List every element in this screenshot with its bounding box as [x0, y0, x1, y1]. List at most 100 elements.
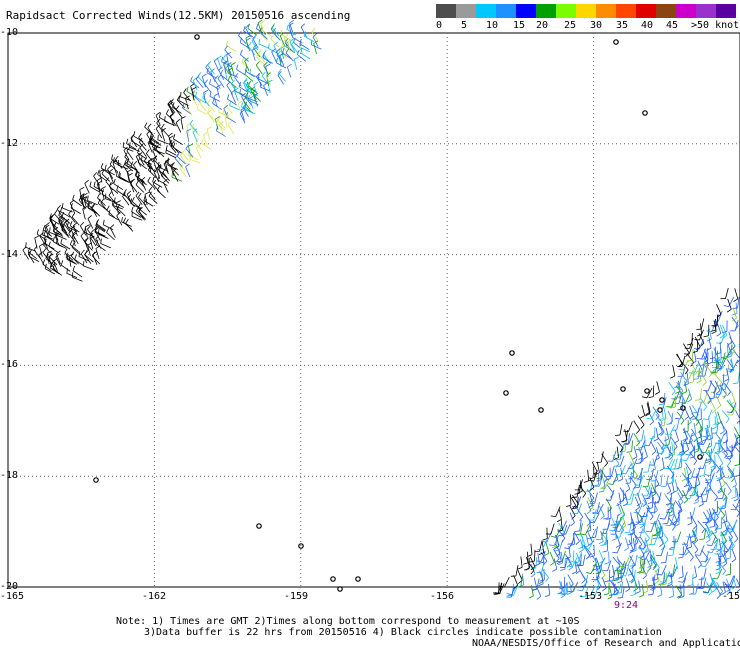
wind-barb [226, 54, 230, 66]
wind-barb-feather [718, 463, 724, 468]
wind-barb [706, 524, 713, 535]
wind-barb [165, 152, 176, 158]
wind-barb [251, 50, 256, 61]
wind-barb-feather [599, 560, 604, 564]
wind-barb [244, 109, 256, 114]
wind-barb-feather [192, 128, 198, 133]
wind-barb [591, 528, 597, 540]
wind-barb [72, 234, 79, 245]
wind-barb [651, 496, 654, 508]
wind-barb [678, 376, 682, 388]
wind-barb-feather [647, 507, 653, 510]
map-title: Rapidsact Corrected Winds(12.5KM) 201505… [6, 9, 351, 22]
wind-barb-feather [666, 508, 672, 511]
wind-barb [685, 478, 692, 489]
wind-barb-feather [231, 62, 236, 66]
wind-barb-feather [697, 430, 703, 433]
wind-barb [682, 428, 689, 439]
wind-barb-feather [538, 583, 544, 587]
wind-barb [557, 529, 566, 539]
wind-barb [555, 527, 562, 538]
wind-barb-feather [647, 567, 652, 572]
wind-barb [645, 539, 649, 551]
wind-barb-feather [171, 172, 173, 178]
wind-barb-feather [722, 570, 726, 576]
wind-barb-feather [525, 567, 530, 571]
wind-barb [168, 103, 176, 113]
wind-barb-feather [707, 438, 713, 441]
wind-barb-feather [281, 39, 286, 44]
wind-barb-feather [126, 146, 131, 152]
wind-barb [638, 580, 641, 592]
wind-barb [101, 173, 111, 182]
wind-barb-feather [603, 517, 609, 520]
wind-barb [668, 434, 672, 446]
wind-barb-feather [636, 478, 642, 481]
wind-barb [541, 561, 545, 573]
wind-barb [117, 164, 129, 170]
wind-barb [617, 517, 622, 528]
wind-barb-feather [627, 573, 633, 576]
wind-swath-southeast [492, 287, 740, 600]
wind-barb [265, 66, 269, 78]
wind-barb-feather [48, 253, 54, 257]
island-outline [659, 397, 665, 403]
wind-barb-feather [708, 591, 713, 596]
wind-barb-feather [678, 450, 684, 454]
wind-barb-feather [703, 335, 709, 338]
wind-barb [643, 446, 648, 457]
wind-barb [541, 539, 547, 551]
wind-barb-feather [642, 572, 648, 574]
wind-barb-feather [716, 527, 722, 530]
wind-barb-feather [221, 56, 224, 62]
wind-barb-feather [126, 158, 130, 164]
wind-barb-feather [714, 452, 720, 455]
wind-barb [647, 475, 651, 487]
wind-barb [732, 307, 737, 319]
wind-barb-feather [733, 298, 739, 302]
wind-barb-feather [93, 181, 96, 187]
wind-barb-feather [683, 499, 688, 504]
wind-barb-feather [207, 99, 211, 104]
wind-barb-feather [296, 49, 300, 55]
wind-barb [280, 34, 291, 41]
wind-barb-feather [123, 217, 127, 223]
wind-barb [638, 476, 642, 488]
wind-barb-feather [680, 453, 685, 457]
wind-barb [530, 543, 533, 555]
wind-barb [596, 502, 600, 513]
wind-barb [703, 568, 707, 580]
wind-barb-feather [61, 222, 65, 228]
wind-barb [725, 510, 728, 522]
wind-barb-feather [704, 558, 709, 563]
wind-barb [92, 254, 98, 265]
wind-barb-feather [721, 483, 726, 488]
wind-barb [675, 353, 683, 364]
wind-barb [540, 551, 546, 562]
wind-barb-feather [557, 562, 563, 566]
wind-barb [649, 556, 657, 567]
wind-barb [567, 574, 574, 585]
wind-barb-feather [714, 553, 720, 555]
wind-barb [133, 135, 144, 142]
wind-barb [641, 430, 645, 441]
wind-barb [177, 162, 186, 172]
wind-barb [96, 244, 106, 251]
wind-barb [222, 113, 233, 121]
wind-barb [691, 507, 696, 519]
wind-barb-feather [691, 433, 697, 437]
wind-barb-feather [130, 161, 134, 167]
wind-barb [536, 578, 540, 590]
wind-barb [156, 168, 161, 179]
wind-barb-feather [152, 179, 157, 185]
wind-barb [126, 150, 134, 161]
wind-barb-feather [58, 210, 61, 216]
wind-barb [147, 180, 156, 190]
wind-barb-feather [708, 373, 713, 378]
wind-barb [84, 226, 88, 238]
wind-barb [644, 550, 651, 561]
wind-barb [156, 122, 164, 133]
wind-barb [601, 467, 604, 479]
wind-barb [560, 519, 563, 531]
wind-barb-feather [210, 68, 215, 73]
